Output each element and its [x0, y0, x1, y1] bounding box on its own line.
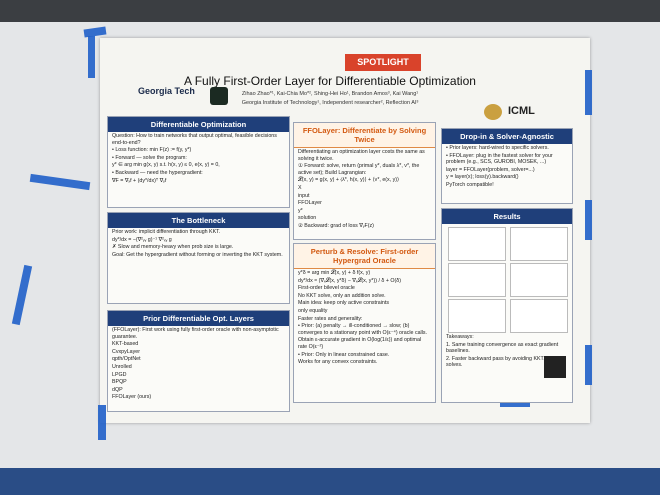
text-line: only equality [298, 307, 328, 314]
text-line: qpth/OptNet [112, 356, 141, 363]
text-line: FFOLayer [298, 200, 322, 207]
logo-right: ICML [508, 105, 535, 117]
text-line: dQP [112, 386, 123, 393]
tape [585, 345, 592, 385]
tape [29, 173, 91, 191]
text-line: Main idea: keep only active constraints [298, 300, 389, 307]
text-line: layer = FFOLayer(problem, solver=...) [446, 166, 535, 173]
text-line: y* ∈ arg min g(x, y) s.t. h(x, y) ≤ 0, e… [112, 162, 220, 169]
text-line: dy*/dx = −(∇²ᵧᵧ g)⁻¹ ∇²ₓᵧ g [112, 236, 172, 243]
text-line: LPGD [112, 371, 127, 378]
tape [585, 70, 592, 115]
text-line: BPQP [112, 379, 127, 386]
section-title: FFOLayer: Differentiate by Solving Twice [294, 123, 435, 148]
result-plot [510, 299, 568, 333]
text-line: ① Forward: solve, return (primal y*, dua… [298, 163, 420, 176]
result-plot [448, 263, 506, 297]
logo-left: Georgia Tech [138, 86, 195, 96]
text-line: 1. Same training convergence as exact gr… [446, 341, 559, 355]
text-line: • FFOLayer: plug in the fastest solver f… [446, 152, 553, 166]
affiliations: Georgia Institute of Technology¹, Indepe… [241, 100, 419, 106]
section-title: Drop-in & Solver-Agnostic [442, 129, 572, 144]
ceiling [0, 0, 660, 22]
result-plot [510, 263, 568, 297]
text-line: Works for any convex constraints. [298, 359, 378, 366]
text-line: solution [298, 215, 317, 222]
text-line: • Prior layers: hard-wired to specific s… [446, 145, 549, 151]
text-line: ② Backward: grad of loss ∇ᵧF(z) [298, 222, 374, 229]
text-line: • Forward — solve the program: [112, 154, 187, 161]
text-line: Takeaways: [446, 334, 474, 340]
text-line: Goal: Get the hypergradient without form… [112, 251, 283, 258]
section: FFOLayer: Differentiate by Solving Twice… [293, 122, 436, 240]
section-title: The Bottleneck [108, 213, 289, 228]
result-plot [448, 299, 506, 333]
tape [98, 405, 106, 440]
tape [88, 36, 95, 78]
text-line: • Backward — need the hypergradient: [112, 169, 203, 176]
text-line: ∇F = ∇ₓf + (dy*/dx)ᵀ ∇ᵧf [112, 177, 167, 184]
section: Results Takeaways: 1. Same training conver… [441, 208, 573, 403]
text-line: KKT-based [112, 341, 139, 348]
section-title: Results [442, 209, 572, 224]
text-line: No KKT solve, only an addition solve. [298, 292, 386, 299]
result-plot [510, 227, 568, 261]
text-line: (FFOLayer): First work using fully first… [112, 327, 279, 340]
section: Prior Differentiable Opt. Layers (FFOLaye… [107, 310, 290, 412]
text-line: Question: How to train networks that out… [112, 133, 277, 146]
tape [11, 264, 33, 326]
text-line: X [298, 184, 302, 191]
text-line: First-order bilevel oracle [298, 285, 355, 292]
text-line: • Prior: Only in linear constrained case… [298, 351, 390, 358]
section-title: Perturb & Resolve: First-order Hypergrad… [294, 244, 435, 269]
text-line: input [298, 192, 310, 199]
section: Drop-in & Solver-Agnostic • Prior layers:… [441, 128, 573, 204]
text-line: Faster rates and generality: [298, 315, 363, 322]
text-line: 2. Faster backward pass by avoiding KKT/… [446, 355, 565, 369]
text-line: • Prior: (a) penalty → ill-conditioned →… [298, 323, 428, 336]
logo-mark [210, 87, 228, 105]
tape [83, 26, 107, 38]
tape [500, 400, 530, 407]
authors: Zihao Zhao*¹, Kai-Chia Mo*², Shing-Hei H… [241, 91, 419, 97]
text-line: Differentiating an optimization layer co… [298, 149, 425, 162]
text-line: dy*/dx ≈ (∇ₓ𝓛(x, y*δ) − ∇ₓ𝓛(x, y*)) / δ … [298, 277, 402, 284]
text-line: FFOLayer (ours) [112, 394, 152, 401]
tape [585, 200, 592, 240]
qr-code [544, 356, 566, 378]
text-line: CvxpyLayer [112, 348, 140, 355]
logo-mark [484, 104, 502, 120]
poster-title: A Fully First-Order Layer for Differenti… [184, 74, 476, 88]
floor [0, 468, 660, 495]
section-title: Differentiable Optimization [108, 117, 289, 132]
section-title: Prior Differentiable Opt. Layers [108, 311, 289, 326]
text-line: Unrolled [112, 363, 132, 370]
text-line: Obtain ε-accurate gradient in O(log(1/ε)… [298, 337, 422, 350]
text-line: 𝓛(x, y) = g(x, y) + ⟨λ*, h(x, y)⟩ + ⟨ν*,… [298, 177, 400, 184]
badge: SPOTLIGHT [345, 54, 421, 71]
section: Differentiable Optimization Question: How… [107, 116, 290, 208]
text-line: y = layer(x); loss(y).backward() [446, 174, 519, 181]
text-line: y* [298, 207, 303, 214]
text-line: ✗ Slow and memory-heavy when prob size i… [112, 244, 234, 251]
text-line: y*δ = arg min 𝓛(x, y) + δ f(x, y) [298, 270, 371, 276]
text-line: • Loss function: min F(z) := f(y, y*) [112, 147, 192, 154]
text-line: Prior work: implicit differentiation thr… [112, 229, 221, 235]
result-plot [448, 227, 506, 261]
section: Perturb & Resolve: First-order Hypergrad… [293, 243, 436, 403]
text-line: PyTorch compatible! [446, 181, 494, 188]
section: The Bottleneck Prior work: implicit diffe… [107, 212, 290, 304]
